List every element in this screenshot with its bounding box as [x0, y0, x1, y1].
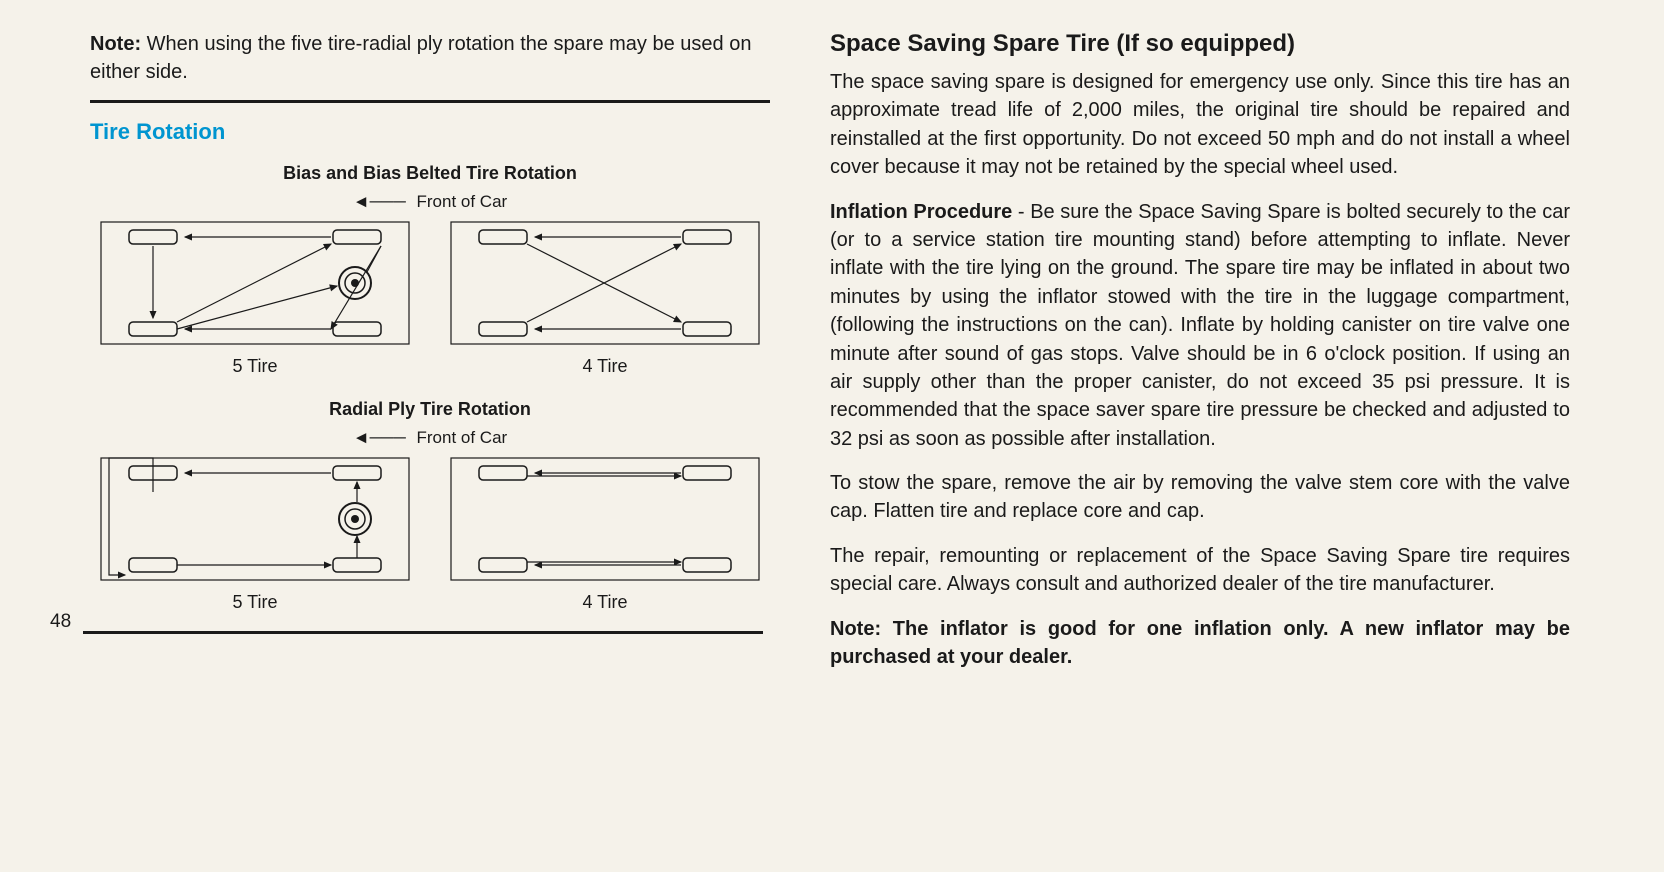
para-note: Note: The inflator is good for one infla…: [830, 615, 1570, 672]
bias-title: Bias and Bias Belted Tire Rotation: [90, 163, 770, 184]
note-label: Note:: [90, 33, 141, 55]
right-column: Space Saving Spare Tire (If so equipped)…: [830, 30, 1570, 687]
radial-4tire-caption: 4 Tire: [445, 592, 765, 613]
left-column: Note: When using the five tire-radial pl…: [90, 30, 770, 687]
spare-tire-heading: Space Saving Spare Tire (If so equipped): [830, 30, 1570, 58]
page-number: 48: [50, 611, 71, 633]
top-note: Note: When using the five tire-radial pl…: [90, 30, 770, 86]
arrow-left-icon: ◄───: [353, 192, 406, 212]
bottom-row: 48: [90, 613, 770, 634]
inflation-label: Inflation Procedure: [830, 201, 1012, 223]
para-repair: The repair, remounting or replacement of…: [830, 542, 1570, 599]
radial-title: Radial Ply Tire Rotation: [90, 399, 770, 420]
section-heading: Tire Rotation: [90, 119, 770, 145]
arrow-left-icon-2: ◄───: [353, 428, 406, 448]
note-text-right: The inflator is good for one inflation o…: [830, 618, 1570, 668]
bias-front-text: Front of Car: [417, 192, 508, 211]
radial-row: 5 Tire 4 Tire: [90, 454, 770, 613]
divider-top: [90, 100, 770, 103]
para-intro: The space saving spare is designed for e…: [830, 68, 1570, 182]
radial-front-label: ◄─── Front of Car: [90, 428, 770, 448]
radial-4tire-diagram: 4 Tire: [445, 454, 765, 613]
radial-5tire-diagram: 5 Tire: [95, 454, 415, 613]
bias-front-label: ◄─── Front of Car: [90, 192, 770, 212]
bias-row: 5 Tire 4 Tire: [90, 218, 770, 377]
bias-4tire-caption: 4 Tire: [445, 356, 765, 377]
note-label-right: Note:: [830, 618, 881, 640]
bias-5tire-diagram: 5 Tire: [95, 218, 415, 377]
inflation-text: - Be sure the Space Saving Spare is bolt…: [830, 201, 1570, 450]
para-inflation: Inflation Procedure - Be sure the Space …: [830, 198, 1570, 454]
divider-bottom: [83, 631, 763, 634]
bias-4tire-diagram: 4 Tire: [445, 218, 765, 377]
radial-5tire-caption: 5 Tire: [95, 592, 415, 613]
bias-5tire-caption: 5 Tire: [95, 356, 415, 377]
radial-front-text: Front of Car: [417, 428, 508, 447]
note-text: When using the five tire-radial ply rota…: [90, 33, 751, 83]
para-stow: To stow the spare, remove the air by rem…: [830, 469, 1570, 526]
manual-page: Note: When using the five tire-radial pl…: [0, 0, 1664, 707]
